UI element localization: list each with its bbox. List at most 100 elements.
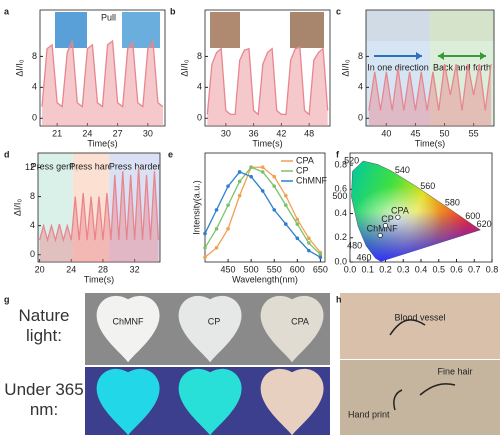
y-tick-label: 4 [30, 220, 35, 230]
x-tick-label: 55 [469, 128, 479, 138]
wavelength-label: 540 [395, 165, 410, 175]
x-tick-label: 0.6 [450, 264, 463, 274]
y-tick-label: 0 [197, 113, 202, 123]
point [203, 245, 207, 250]
point [272, 184, 277, 188]
point [395, 214, 401, 220]
plot-frame [204, 9, 331, 127]
x-tick-label: 30 [143, 128, 153, 138]
point-label: CPA [391, 206, 409, 216]
y-tick-label: 4 [197, 82, 202, 92]
y-tick-label: 0 [358, 113, 363, 123]
y-axis-label: ΔI/I₀ [14, 59, 24, 77]
y-tick-label: 0.4 [334, 208, 347, 218]
point [237, 170, 242, 174]
point [260, 170, 265, 174]
point [283, 193, 288, 198]
sample-label: CP [208, 316, 221, 326]
sample-label: ChMNF [113, 316, 145, 326]
photo-label: Blood vessel [394, 312, 445, 322]
wavelength-label: 560 [420, 181, 435, 191]
x-tick-label: 550 [267, 264, 282, 274]
point [203, 231, 207, 236]
point [295, 236, 300, 241]
arrow-head [438, 52, 444, 60]
y-axis-label: ΔI/I₀ [179, 59, 189, 77]
y-tick-label: 8 [30, 191, 35, 201]
region-label: In one direction [367, 62, 429, 72]
y-tick-label: 4 [358, 82, 363, 92]
line [206, 46, 329, 116]
x-tick-label: 650 [313, 264, 328, 274]
plot-frame [204, 152, 326, 263]
x-tick-label: 0.8 [486, 264, 499, 274]
x-tick-label: 48 [304, 128, 314, 138]
y-tick-label: 0.2 [334, 232, 347, 242]
panel-label: e [168, 149, 173, 159]
point [295, 222, 300, 226]
photo-label: Hand print [348, 409, 390, 419]
x-tick-label: 30 [221, 128, 231, 138]
line [368, 64, 492, 111]
x-tick-label: 36 [249, 128, 259, 138]
point [307, 248, 311, 253]
point [237, 193, 242, 198]
point [249, 165, 253, 170]
legend-label: CPA [296, 155, 314, 165]
point [214, 245, 219, 250]
y-tick-label: 8 [358, 51, 363, 61]
y-tick-label: 8 [197, 51, 202, 61]
point [283, 203, 288, 207]
x-tick-label: 28 [98, 264, 108, 274]
photo [340, 293, 500, 359]
photo [290, 12, 324, 48]
x-axis-label: Wavelength(nm) [232, 274, 298, 284]
region-label: Press harder [109, 161, 161, 171]
panel-label: g [4, 294, 10, 304]
area-fill [42, 40, 163, 126]
wavelength-label: 500 [332, 191, 347, 201]
point [214, 208, 219, 212]
panel-label: c [336, 6, 341, 16]
point [307, 236, 311, 241]
x-tick-label: 42 [276, 128, 286, 138]
point [307, 241, 311, 245]
point [382, 223, 388, 229]
chromaticity-blue [351, 160, 481, 262]
panel-label: f [336, 149, 340, 159]
x-tick-label: 32 [130, 264, 140, 274]
x-tick-label: 27 [113, 128, 123, 138]
point-label: CP [381, 214, 394, 224]
x-tick-label: 0.4 [415, 264, 428, 274]
wavelength-label: 600 [465, 211, 480, 221]
y-tick-label: 0 [32, 113, 37, 123]
point [214, 227, 219, 231]
wavelength-label: 480 [347, 240, 362, 250]
x-axis-label: Time(s) [252, 138, 282, 148]
arrow-head [416, 52, 422, 60]
photo-label: Fine hair [437, 366, 472, 376]
y-tick-label: 0.8 [334, 159, 347, 169]
photo [210, 12, 240, 48]
x-axis-label: Time(s) [84, 274, 114, 284]
x-tick-label: 0.5 [432, 264, 445, 274]
region [109, 153, 160, 262]
x-tick-label: 0.1 [361, 264, 374, 274]
wavelength-label: 620 [477, 219, 492, 229]
plot-frame [37, 152, 161, 263]
x-tick-label: 24 [66, 264, 76, 274]
y-tick-label: 0.6 [334, 184, 347, 194]
region [72, 153, 110, 262]
point-label: ChMNF [367, 224, 399, 234]
photo [340, 360, 500, 435]
panel-label: b [170, 6, 176, 16]
region-label: Press hard [69, 161, 113, 171]
legend-label: CP [296, 165, 309, 175]
point [260, 165, 265, 170]
point [226, 227, 230, 231]
x-tick-label: 24 [82, 128, 92, 138]
row-label: Nature light: [18, 306, 70, 345]
point [295, 217, 300, 222]
arrow [393, 389, 403, 411]
